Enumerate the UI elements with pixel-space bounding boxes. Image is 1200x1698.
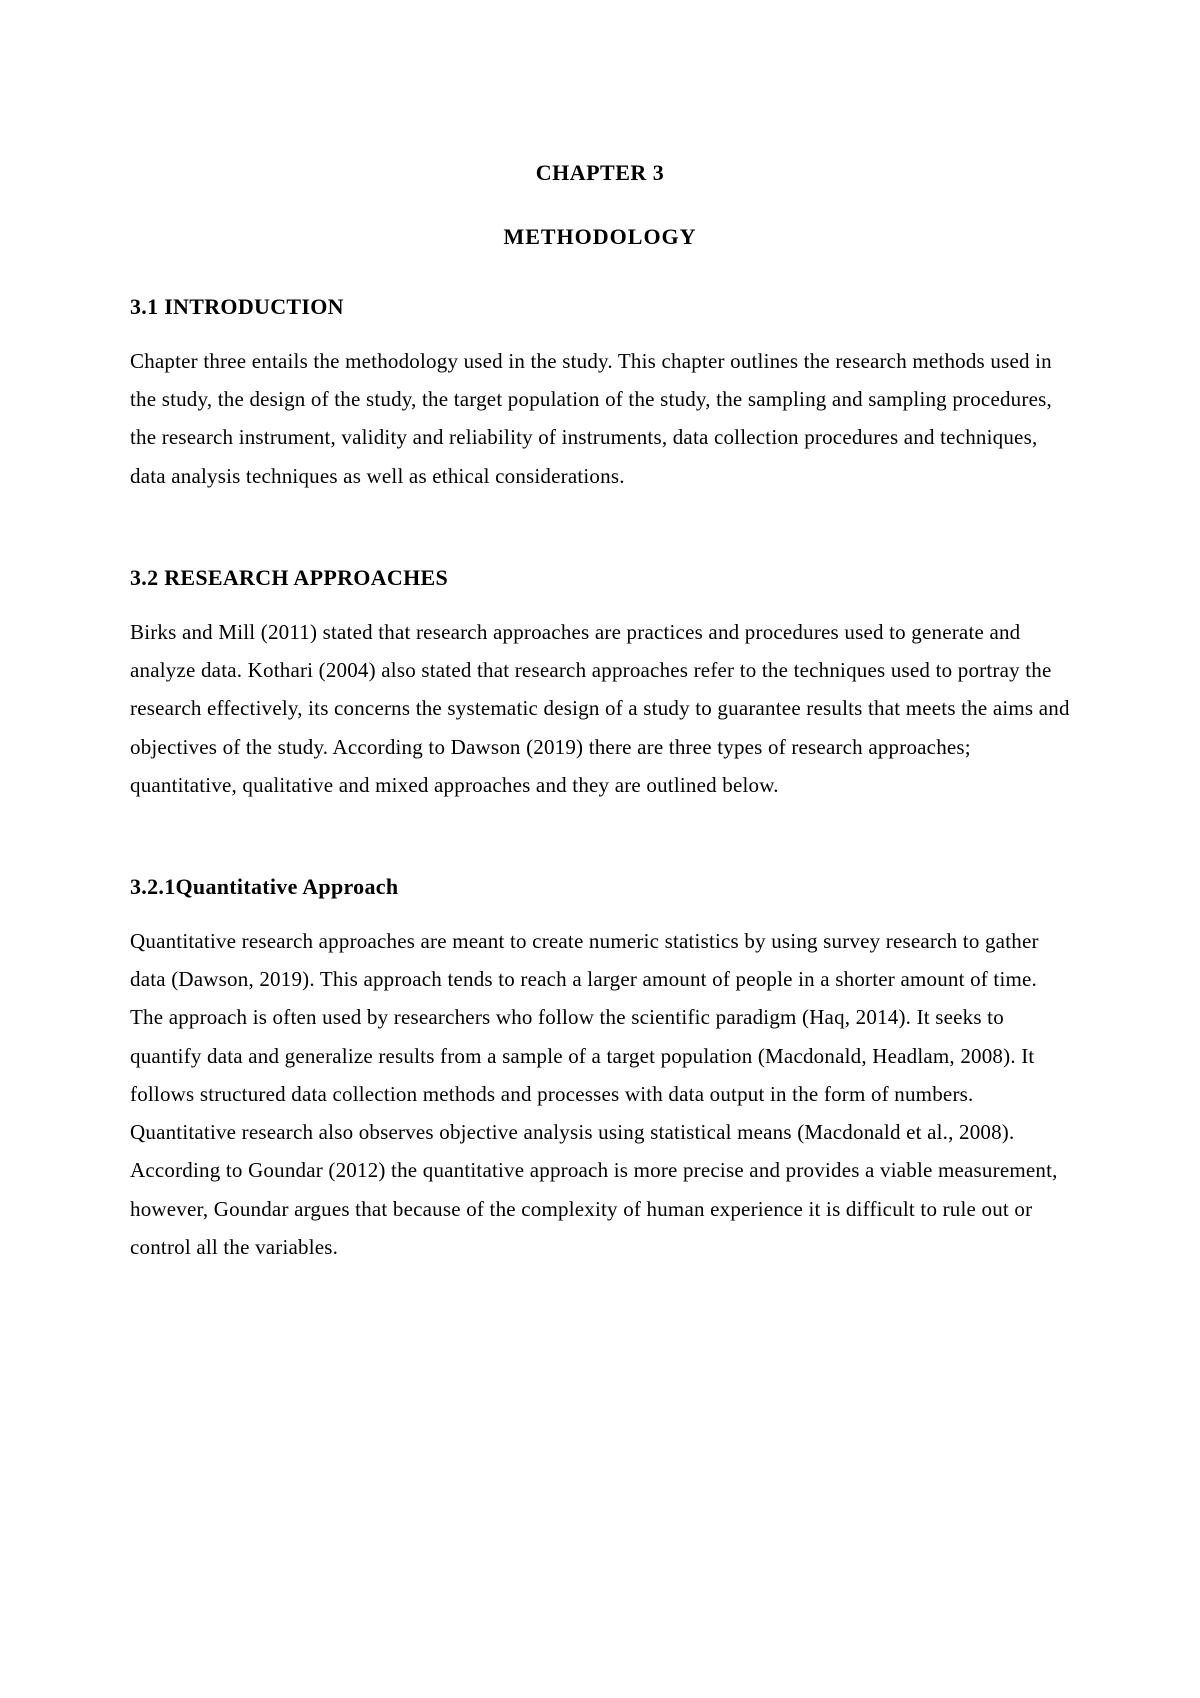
section-heading-introduction: 3.1 INTRODUCTION <box>130 294 1070 320</box>
section-body-introduction: Chapter three entails the methodology us… <box>130 342 1070 495</box>
section-body-research-approaches: Birks and Mill (2011) stated that resear… <box>130 613 1070 804</box>
chapter-title: METHODOLOGY <box>130 224 1070 250</box>
chapter-number: CHAPTER 3 <box>130 160 1070 186</box>
section-body-quantitative-approach: Quantitative research approaches are mea… <box>130 922 1070 1266</box>
section-heading-research-approaches: 3.2 RESEARCH APPROACHES <box>130 565 1070 591</box>
section-heading-quantitative-approach: 3.2.1Quantitative Approach <box>130 874 1070 900</box>
